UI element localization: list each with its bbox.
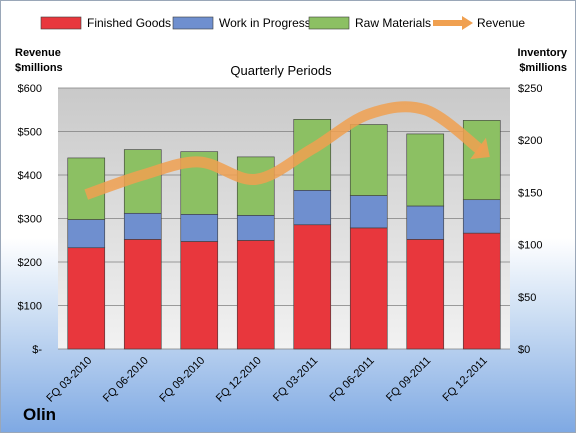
bar-finished-goods — [180, 241, 219, 350]
right-tick-label: $200 — [518, 135, 542, 147]
bar-finished-goods — [462, 232, 501, 350]
legend-label: Revenue — [477, 16, 525, 30]
legend-label: Finished Goods — [87, 16, 171, 30]
bar-work-in-progress — [123, 212, 162, 240]
x-tick-label: FQ 12-2011 — [440, 355, 489, 404]
right-axis-title-line1: Inventory — [517, 47, 567, 59]
left-tick-label: $600 — [18, 83, 42, 95]
bar-finished-goods — [123, 239, 162, 350]
bar-work-in-progress — [236, 215, 275, 241]
left-tick-label: $200 — [18, 257, 42, 269]
revenue-line-path — [84, 101, 486, 200]
bar-work-in-progress — [406, 205, 445, 240]
bar-finished-goods — [293, 224, 332, 350]
left-tick-label: $500 — [18, 127, 42, 139]
revenue-arrowhead — [470, 137, 490, 160]
company-name: Olin — [23, 405, 57, 424]
bar-raw-materials — [406, 133, 445, 207]
x-tick-label: FQ 03-2010 — [44, 355, 94, 405]
left-tick-label: $100 — [18, 301, 42, 313]
left-tick-label: $300 — [18, 214, 42, 226]
left-axis-title-line2: $millions — [15, 62, 63, 74]
x-tick-label: FQ 06-2011 — [327, 355, 376, 404]
right-axis-title-line2: $millions — [519, 62, 567, 74]
x-axis-labels: FQ 03-2010 FQ 06-2010 FQ 09-2010 FQ 12-2010… — [44, 355, 489, 405]
bar-raw-materials — [236, 156, 275, 216]
right-tick-label: $50 — [518, 292, 536, 304]
left-tick-label: $400 — [18, 170, 42, 182]
right-tick-label: $250 — [518, 83, 542, 95]
legend-swatch-work-in-progress — [172, 16, 214, 30]
x-tick-label: FQ 09-2011 — [384, 355, 433, 404]
bar-finished-goods — [406, 239, 445, 350]
right-tick-label: $100 — [518, 240, 542, 252]
revenue-line — [84, 101, 490, 200]
legend-label: Raw Materials — [355, 16, 431, 30]
bar-finished-goods — [67, 247, 106, 350]
bar-work-in-progress — [67, 219, 106, 249]
right-tick-label: $150 — [518, 187, 542, 199]
x-tick-label: FQ 12-2010 — [214, 355, 264, 405]
bar-work-in-progress — [180, 214, 219, 242]
legend: Finished Goods Work in Progress Raw Materi… — [40, 16, 525, 30]
legend-label: Work in Progress — [219, 16, 311, 30]
bar-work-in-progress — [293, 190, 332, 226]
x-tick-label: FQ 06-2010 — [101, 355, 151, 405]
bar-raw-materials — [349, 124, 388, 196]
left-axis: $- $100 $200 $300 $400 $500 $600 — [18, 83, 43, 356]
x-tick-label: FQ 03-2011 — [271, 355, 320, 404]
bar-raw-materials — [462, 120, 501, 201]
left-axis-title-line1: Revenue — [15, 47, 61, 59]
right-tick-label: $0 — [518, 344, 530, 356]
right-axis: $0 $50 $100 $150 $200 $250 — [518, 83, 542, 356]
bar-work-in-progress — [462, 199, 501, 234]
legend-swatch-raw-materials — [308, 16, 350, 30]
x-tick-label: FQ 09-2010 — [157, 355, 207, 405]
bar-finished-goods — [349, 227, 388, 350]
bar-work-in-progress — [349, 195, 388, 229]
bar-finished-goods — [236, 240, 275, 350]
legend-swatch-finished-goods — [40, 16, 82, 30]
legend-arrowhead — [462, 16, 473, 30]
left-tick-label: $- — [32, 344, 42, 356]
chart-subtitle: Quarterly Periods — [230, 63, 332, 78]
